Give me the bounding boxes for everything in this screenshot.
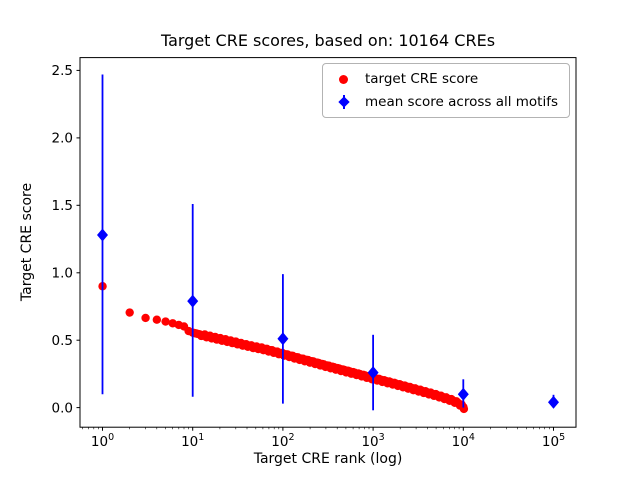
target-score-point (125, 308, 134, 317)
target-score-point (459, 404, 469, 414)
mean-score-point (97, 228, 108, 242)
y-tick-label: 1.5 (52, 198, 73, 214)
y-tick-label: 1.0 (52, 266, 73, 282)
legend-entry-mean-score: mean score across all motifs (332, 94, 558, 110)
circle-marker-icon (332, 71, 356, 87)
diamond-marker-icon (332, 94, 356, 110)
legend-label-target-score: target CRE score (364, 71, 479, 87)
mean-score-point (457, 387, 469, 401)
x-tick-label: 100 (91, 432, 114, 450)
legend-label-mean-score: mean score across all motifs (364, 94, 558, 110)
target-score-point (152, 315, 162, 324)
target-score-point (141, 313, 150, 323)
y-tick-label: 2.0 (52, 131, 73, 147)
y-axis-label: Target CRE score (19, 182, 35, 302)
mean-score-point (277, 332, 289, 346)
x-axis-label: Target CRE rank (log) (253, 451, 403, 467)
target-score-point (161, 317, 170, 326)
chart-title: Target CRE scores, based on: 10164 CREs (160, 31, 496, 50)
x-tick-label: 101 (181, 432, 204, 450)
y-tick-label: 0.0 (52, 400, 73, 416)
axes-spines (79, 57, 577, 428)
mean-score-point (548, 395, 559, 409)
x-tick-label: 102 (271, 432, 294, 450)
x-tick-label: 105 (542, 432, 565, 450)
y-tick-label: 0.5 (52, 333, 73, 349)
legend-entry-target-score: target CRE score (332, 71, 558, 87)
mean-score-point (367, 366, 379, 380)
x-tick-label: 104 (452, 432, 475, 450)
legend: target CRE score mean score across all m… (321, 63, 570, 118)
x-tick-label: 103 (361, 432, 384, 450)
y-tick-label: 2.5 (52, 63, 73, 79)
mean-score-point (187, 294, 199, 308)
